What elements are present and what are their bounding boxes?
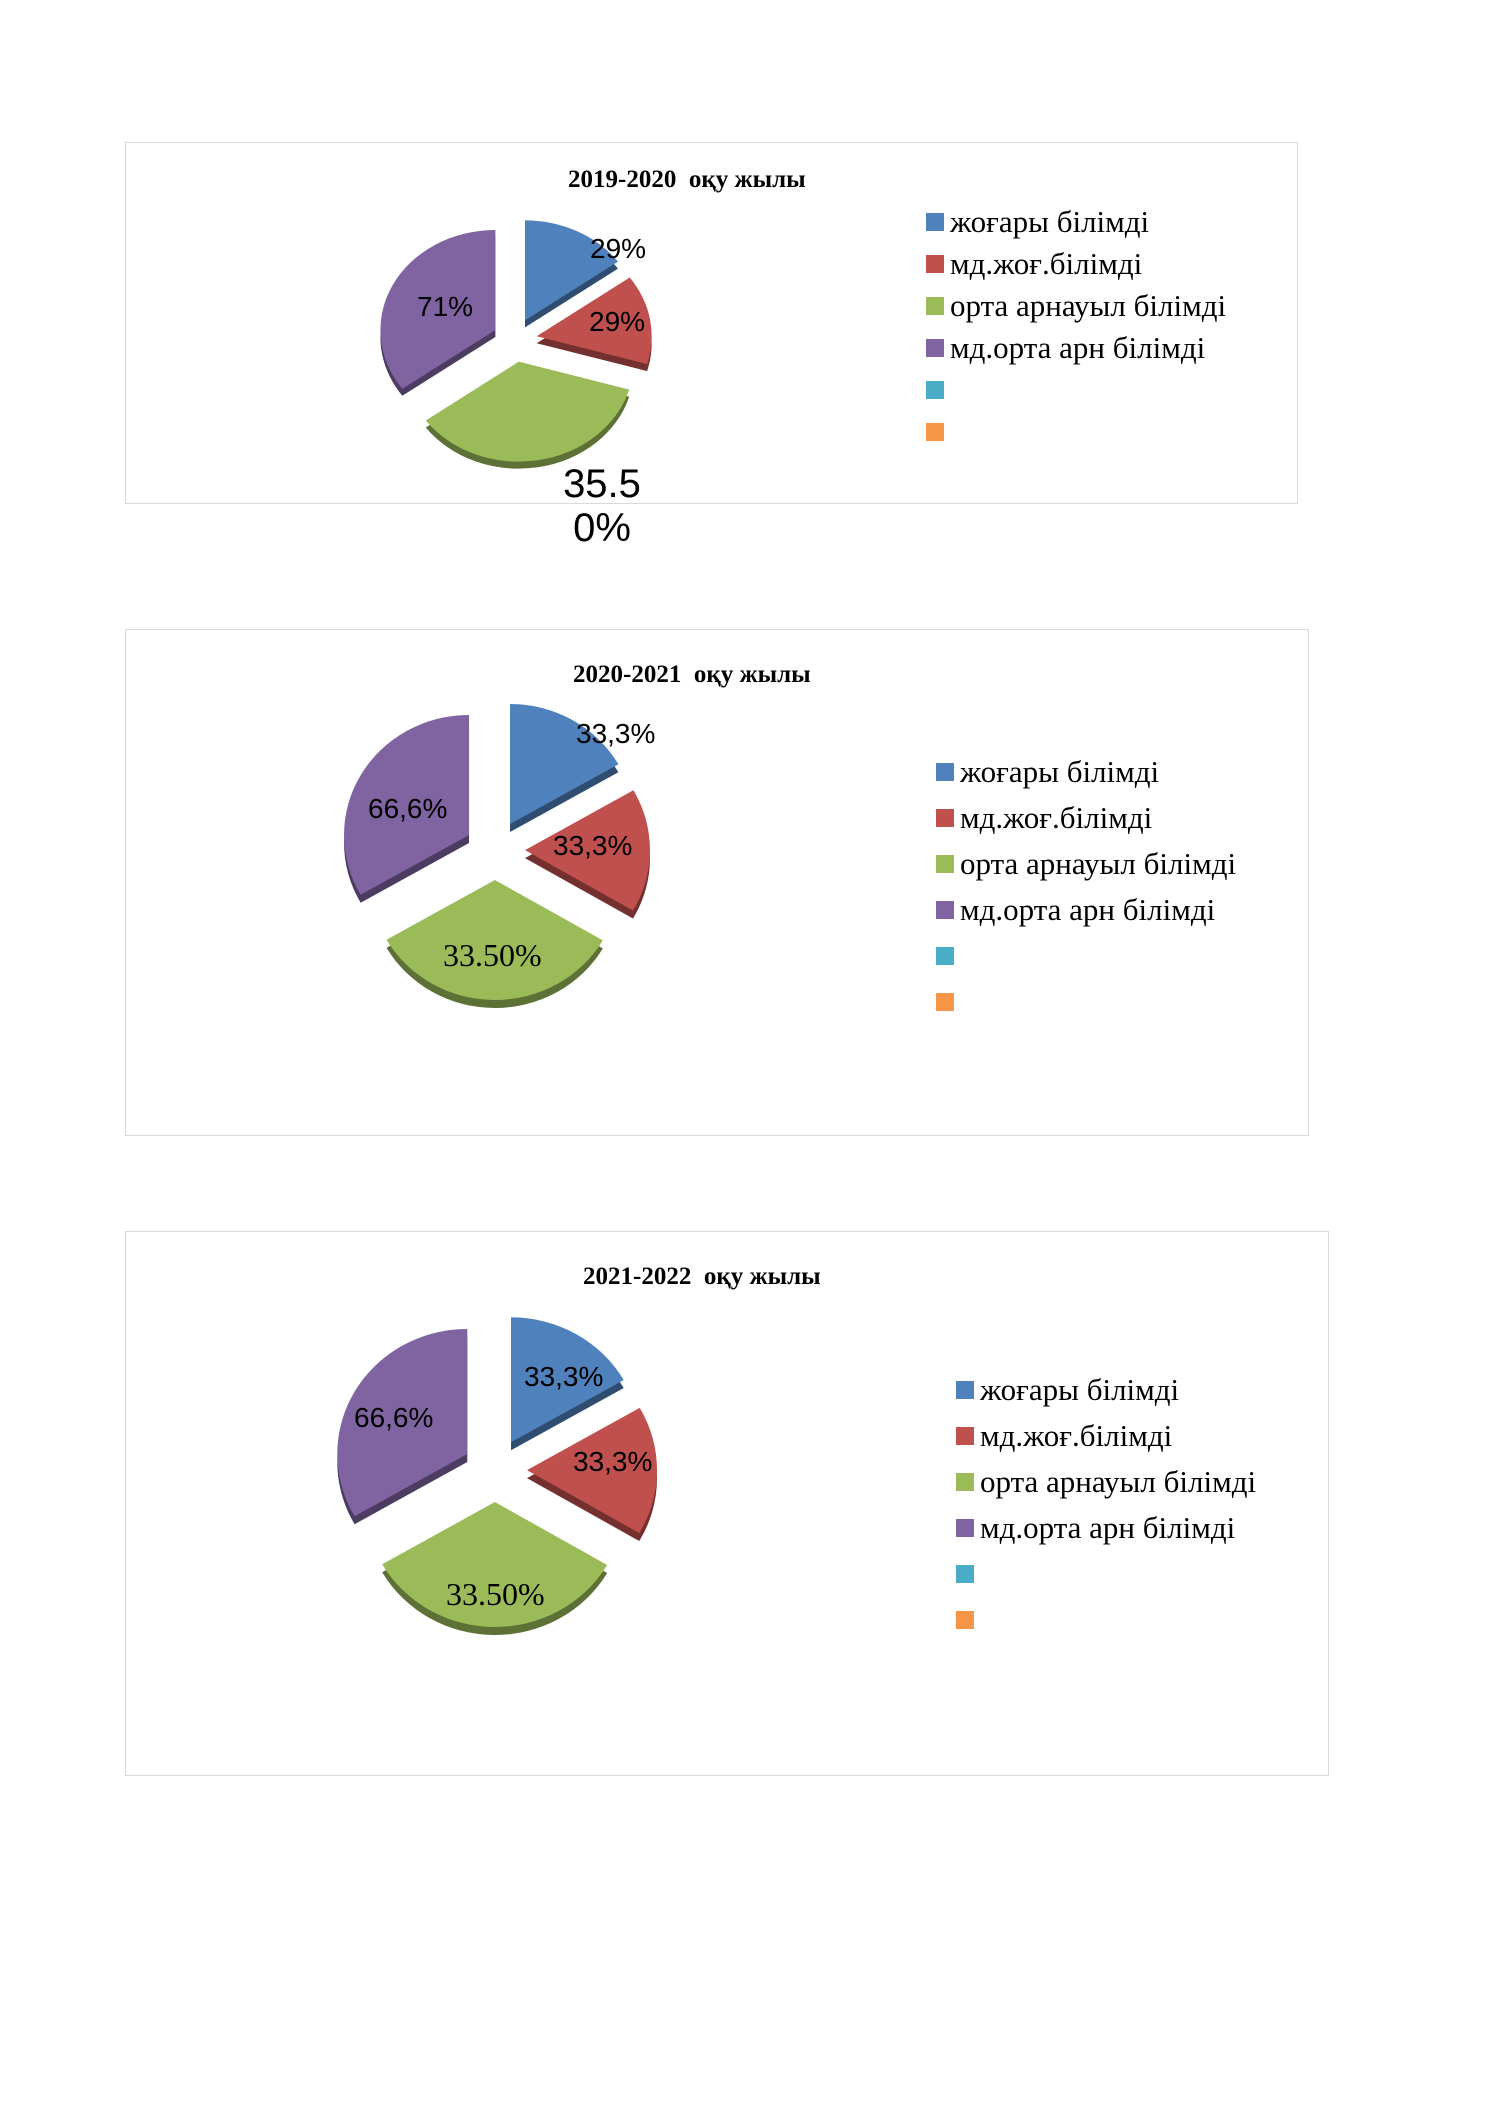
chart-1-legend-item: жоғары білімді [926, 201, 1226, 243]
chart-2-legend-item: жоғары білімді [936, 749, 1236, 795]
chart-1-legend-item: мд.жоғ.білімді [926, 243, 1226, 285]
chart-2-legend: жоғары білімді мд.жоғ.білімді орта арнау… [936, 749, 1236, 1025]
chart-1-label-red: 29% [589, 306, 646, 337]
chart-1-legend-item [926, 369, 1226, 411]
chart-2-label-purple: 66,6% [368, 793, 448, 824]
legend-label: жоғары білімді [960, 754, 1160, 789]
chart-1-label-blue: 29% [590, 233, 647, 264]
chart-1-title: 2019-2020 оқу жылы [568, 166, 806, 193]
legend-label: мд.жоғ.білімді [980, 1418, 1173, 1453]
legend-swatch [936, 993, 954, 1011]
legend-swatch [936, 855, 954, 873]
chart-2-slice-purple [344, 714, 470, 895]
legend-swatch [936, 947, 954, 965]
chart-3-label-red: 33,3% [573, 1446, 653, 1477]
legend-swatch [926, 381, 944, 399]
chart-3-legend-item [956, 1551, 1256, 1597]
legend-swatch [956, 1427, 974, 1445]
legend-swatch [926, 213, 944, 231]
chart-2-label-green: 33.50% [443, 937, 542, 973]
chart-2-slice-blue [510, 704, 619, 825]
chart-3-slice-green [382, 1501, 608, 1627]
chart-3-legend-item: мд.жоғ.білімді [956, 1413, 1256, 1459]
chart-3-legend-item [956, 1597, 1256, 1643]
legend-label: мд.орта арн білімді [960, 892, 1216, 927]
chart-3-label-blue: 33,3% [524, 1361, 604, 1392]
legend-label: мд.жоғ.білімді [950, 246, 1143, 281]
legend-swatch [926, 339, 944, 357]
chart-1-legend-item: мд.орта арн білімді [926, 327, 1226, 369]
chart-1-slice-red [536, 277, 652, 365]
chart-1-legend: жоғары білімді мд.жоғ.білімді орта арнау… [926, 201, 1226, 453]
legend-swatch [956, 1519, 974, 1537]
chart-3-legend-item: мд.орта арн білімді [956, 1505, 1256, 1551]
legend-swatch [956, 1381, 974, 1399]
chart-3-frame: 2021-2022 оқу жылы жоғары білімді мд.жоғ… [125, 1231, 1329, 1776]
legend-label: орта арнауыл білімді [950, 288, 1227, 323]
chart-3-legend: жоғары білімді мд.жоғ.білімді орта арнау… [956, 1367, 1256, 1643]
legend-swatch [926, 423, 944, 441]
chart-1-frame: 2019-2020 оқу жылы жоғары білімді мд.жоғ… [125, 142, 1298, 504]
chart-2-label-red: 33,3% [553, 830, 633, 861]
chart-3-title: 2021-2022 оқу жылы [583, 1263, 821, 1290]
legend-swatch [936, 809, 954, 827]
chart-1-legend-item [926, 411, 1226, 453]
chart-3-pie [337, 1317, 657, 1635]
legend-label: мд.орта арн білімді [980, 1510, 1236, 1545]
chart-2-legend-item: мд.орта арн білімді [936, 887, 1236, 933]
legend-swatch [926, 297, 944, 315]
legend-label: орта арнауыл білімді [960, 846, 1237, 881]
legend-label: жоғары білімді [980, 1372, 1180, 1407]
chart-2-pie [344, 704, 650, 1008]
chart-1-legend-item: орта арнауыл білімді [926, 285, 1226, 327]
chart-1-pie [380, 220, 652, 469]
legend-swatch [956, 1473, 974, 1491]
chart-2-slice-red [524, 790, 650, 911]
legend-label: мд.орта арн білімді [950, 330, 1206, 365]
chart-2-legend-item: орта арнауыл білімді [936, 841, 1236, 887]
chart-3-slice-red [526, 1407, 657, 1534]
legend-swatch [956, 1611, 974, 1629]
chart-1-slice-green [425, 361, 630, 462]
chart-3-slice-purple [337, 1328, 468, 1517]
chart-3-label-green: 33.50% [446, 1576, 545, 1612]
chart-1-label-purple: 71% [417, 291, 474, 322]
chart-2-legend-item [936, 979, 1236, 1025]
chart-3-legend-item: орта арнауыл білімді [956, 1459, 1256, 1505]
legend-label: жоғары білімді [950, 204, 1150, 239]
chart-3-legend-item: жоғары білімді [956, 1367, 1256, 1413]
chart-1-label-green: 35.5 0% [563, 462, 641, 550]
chart-2-slice-green [386, 879, 603, 1000]
legend-swatch [926, 255, 944, 273]
legend-swatch [936, 901, 954, 919]
chart-2-label-blue: 33,3% [576, 718, 656, 749]
chart-1-slice-blue [524, 220, 619, 321]
chart-2-title: 2020-2021 оқу жылы [573, 661, 811, 688]
legend-label: орта арнауыл білімді [980, 1464, 1257, 1499]
chart-2-legend-item [936, 933, 1236, 979]
legend-swatch [956, 1565, 974, 1583]
legend-label: мд.жоғ.білімді [960, 800, 1153, 835]
chart-2-legend-item: мд.жоғ.білімді [936, 795, 1236, 841]
chart-1-slice-purple [380, 230, 496, 389]
chart-2-frame: 2020-2021 оқу жылы жоғары білімді мд.жоғ… [125, 629, 1309, 1136]
chart-3-label-purple: 66,6% [354, 1402, 434, 1433]
chart-3-slice-blue [511, 1317, 624, 1443]
legend-swatch [936, 763, 954, 781]
